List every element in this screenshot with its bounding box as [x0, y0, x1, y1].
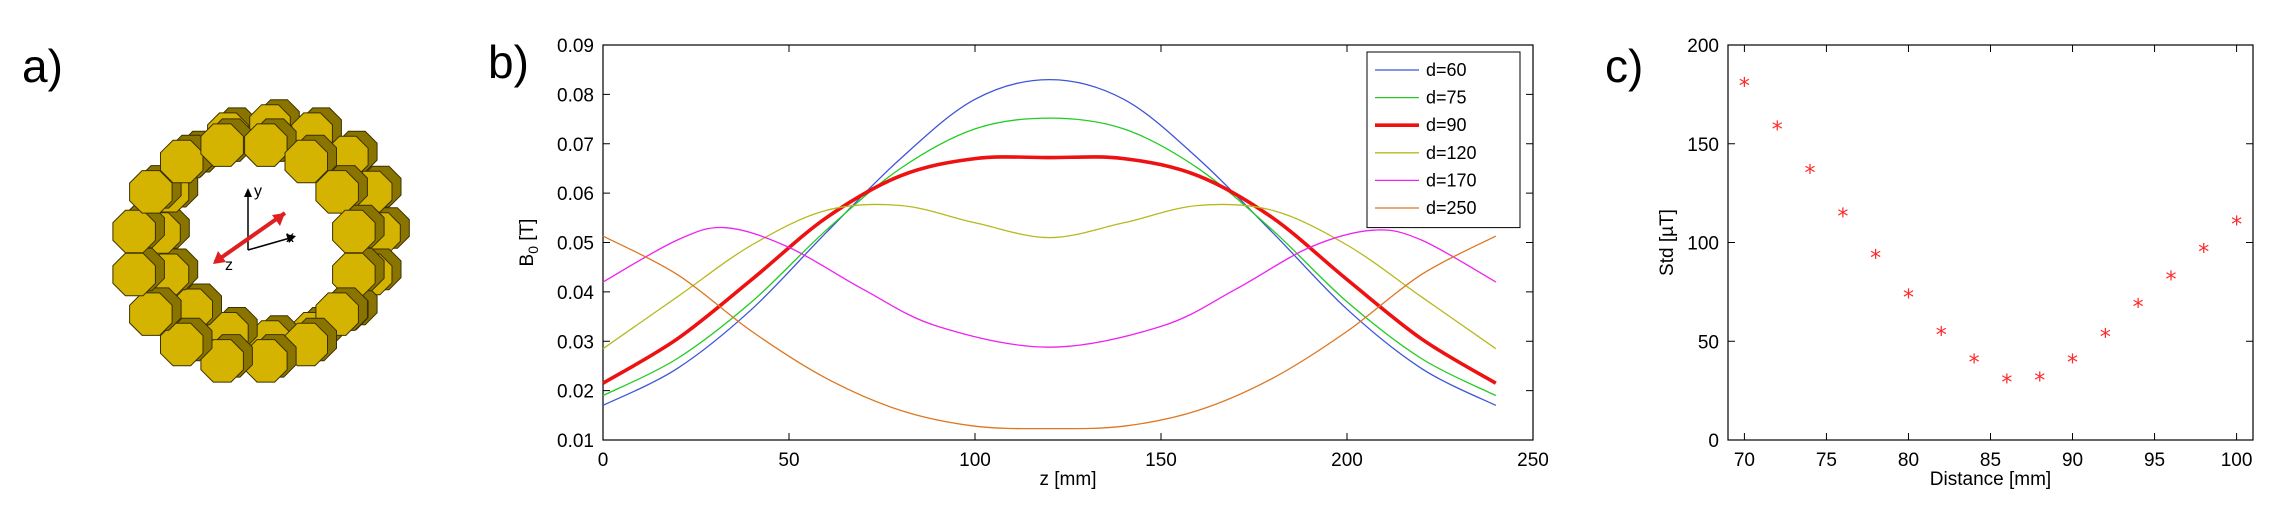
x-tick-label: 0: [598, 450, 609, 471]
magnet-front-13: [284, 139, 328, 184]
legend-label-d-75: d=75: [1426, 88, 1467, 108]
y-axis-label-main: B: [517, 254, 538, 267]
x-tick-label: 100: [2221, 450, 2253, 471]
magnet-front-9: [129, 170, 173, 214]
x-tick-label: 70: [1734, 450, 1755, 471]
y-tick-label: 150: [1687, 135, 1719, 156]
x-tick-label: 85: [1980, 450, 2001, 471]
y-tick-label: 0: [1708, 431, 1719, 452]
legend-label-d-90: d=90: [1426, 115, 1467, 135]
magnet-front-11: [200, 123, 244, 167]
y-axis-label: B0 [T]: [517, 219, 541, 267]
data-point-star: *: [2133, 296, 2144, 321]
data-point-star: *: [2231, 213, 2242, 238]
red-arrow-icon: [213, 211, 287, 264]
magnet-front-14: [315, 170, 359, 214]
series-line-d-170: [602, 226, 1497, 348]
legend-box: [1366, 51, 1521, 229]
panel-label-c: c): [1605, 40, 1643, 92]
magnet-front-15: [332, 209, 376, 254]
y-tick-label: 200: [1687, 36, 1719, 57]
legend-label-d-120: d=120: [1426, 143, 1477, 163]
magnet-front-7: [112, 252, 156, 297]
data-point-star: *: [2034, 369, 2045, 394]
y-tick-label: 0.09: [557, 36, 594, 57]
y-axis-label-subscript: 0: [525, 246, 541, 254]
data-point-star: *: [1739, 75, 1750, 100]
x-tick-label: 80: [1898, 450, 1919, 471]
y-tick-label: 50: [1698, 332, 1719, 353]
magnet-front-10: [160, 139, 204, 184]
axis-letter-x: x: [286, 229, 294, 246]
data-point-star: *: [2001, 371, 2012, 396]
y-tick-label: 0.08: [557, 85, 594, 106]
data-point-star: *: [2100, 325, 2111, 350]
series-line-d-60: [602, 78, 1497, 406]
series-lines: [602, 78, 1497, 430]
magnet-front-8: [112, 209, 156, 254]
x-axis-label: Distance [mm]: [1930, 469, 2051, 490]
x-tick-label: 150: [1145, 450, 1177, 471]
axis-letter-y: y: [254, 183, 262, 200]
data-point-star: *: [1870, 246, 1881, 271]
legend-label-d-60: d=60: [1426, 60, 1467, 80]
data-point-star: *: [2067, 351, 2078, 376]
y-tick-label: 0.01: [557, 431, 594, 452]
data-point-star: *: [1772, 118, 1783, 143]
x-tick-label: 50: [778, 450, 799, 471]
magnet-ring-illustration: y x z: [112, 99, 410, 383]
coordinate-axes-icon: y x z: [225, 183, 296, 274]
y-tick-label: 0.06: [557, 184, 594, 205]
series-line-d-120: [602, 203, 1497, 350]
y-axis-label-unit: [T]: [517, 219, 538, 246]
panel-label-a: a): [22, 40, 63, 92]
y-tick-label: 0.04: [557, 283, 594, 304]
data-point-star: *: [2198, 240, 2209, 265]
x-tick-label: 75: [1816, 450, 1837, 471]
magnet-front-6: [129, 292, 173, 336]
y-axis-label: Std [µT]: [1657, 209, 1678, 276]
data-point-star: *: [1969, 351, 1980, 376]
y-tick-label: 0.07: [557, 135, 594, 156]
x-tick-label: 100: [959, 450, 991, 471]
legend-label-d-170: d=170: [1426, 170, 1477, 190]
series-line-d-75: [602, 117, 1497, 397]
scatter-points: * * * * * * * * * * * * * * * *: [1739, 75, 2242, 396]
x-axis-label: z [mm]: [1040, 469, 1097, 490]
magnet-front-5: [160, 322, 204, 367]
series-line-d-90: [602, 155, 1497, 385]
data-point-star: *: [1837, 205, 1848, 230]
series-line-d-250: [602, 235, 1497, 430]
octagonal-magnet-ring-icon: [112, 99, 410, 383]
y-tick-label: 0.03: [557, 332, 594, 353]
magnet-front-12: [244, 123, 288, 167]
axis-letter-z: z: [225, 257, 233, 274]
data-point-star: *: [2165, 268, 2176, 293]
x-tick-label: 90: [2062, 450, 2083, 471]
x-tick-label: 200: [1331, 450, 1363, 471]
panel-label-b: b): [488, 36, 529, 88]
data-point-star: *: [1805, 161, 1816, 186]
x-tick-label: 95: [2144, 450, 2165, 471]
data-point-star: *: [1903, 286, 1914, 311]
plot-frame: [1727, 44, 2254, 441]
field-profile-chart: 0 50 100 150 200 250 0.01 0.02 0.03 0.04 0.05 0.06 0…: [517, 36, 1549, 490]
y-tick-label: 0.02: [557, 382, 594, 403]
legend: d=60 d=75 d=90 d=120 d=170 d=250: [1366, 51, 1521, 229]
legend-label-d-250: d=250: [1426, 198, 1477, 218]
y-tick-label: 0.05: [557, 234, 594, 255]
x-tick-label: 250: [1517, 450, 1549, 471]
y-tick-label: 100: [1687, 234, 1719, 255]
data-point-star: *: [1936, 323, 1947, 348]
